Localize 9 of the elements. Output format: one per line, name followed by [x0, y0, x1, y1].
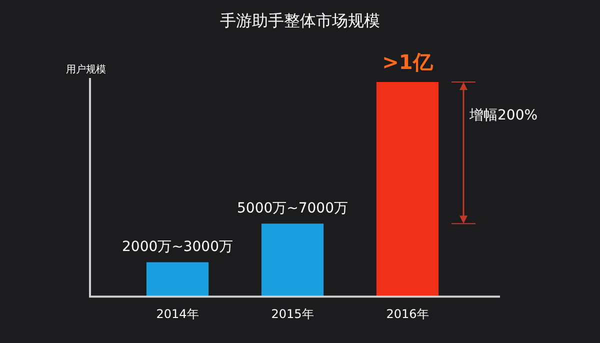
x-tick-label: 2015年 — [271, 306, 314, 321]
annotation: 5000万~7000万 — [237, 200, 348, 216]
y-axis-title: 用户规模 — [66, 64, 106, 76]
annotation: 增幅200% — [468, 108, 538, 124]
x-tick-label: 2016年 — [386, 306, 429, 321]
text: >1亿 — [382, 50, 434, 74]
annotation: 2000万~3000万 — [122, 238, 233, 255]
x-tick-label: 2014年 — [156, 306, 199, 321]
chart-title: 手游助手整体市场规模 — [220, 11, 380, 30]
